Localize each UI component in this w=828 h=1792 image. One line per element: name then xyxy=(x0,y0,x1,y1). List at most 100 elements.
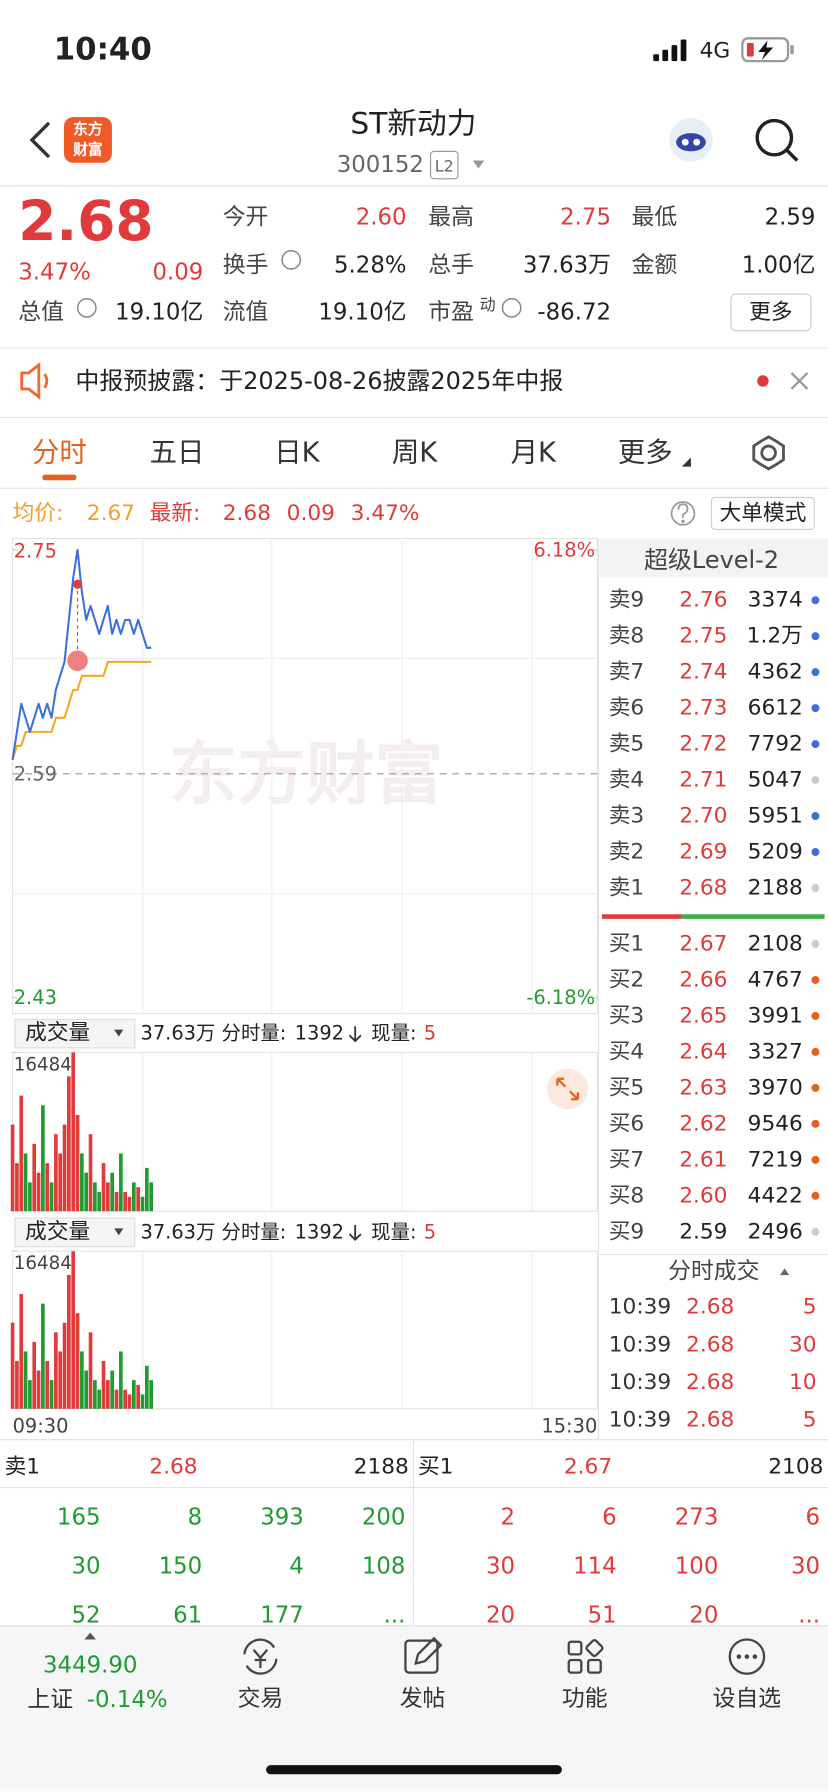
book-price: 2.59 xyxy=(679,1219,727,1244)
nav-item[interactable]: 发帖 xyxy=(400,1686,446,1712)
volume-bar xyxy=(136,1187,141,1212)
trade-volume: 30 xyxy=(789,1332,817,1357)
book-price: 2.62 xyxy=(679,1111,727,1136)
book-price: 2.61 xyxy=(679,1147,727,1172)
book-dot xyxy=(811,1119,820,1128)
index-change[interactable]: -0.14% xyxy=(87,1687,168,1713)
queue-price: 2.67 xyxy=(564,1455,612,1480)
close-button[interactable] xyxy=(790,372,809,390)
function-icon[interactable] xyxy=(567,1638,604,1674)
more-button[interactable] xyxy=(730,293,812,332)
volume-bar xyxy=(58,1351,63,1409)
volume-total: 37.63万 xyxy=(140,1220,215,1243)
book-volume: 7219 xyxy=(748,1147,803,1172)
tab[interactable]: 月K xyxy=(511,437,557,468)
volume-bar xyxy=(54,1332,58,1409)
field-value: 2.60 xyxy=(356,205,407,231)
index-value[interactable]: 3449.90 xyxy=(43,1653,137,1679)
assistant-icon[interactable] xyxy=(669,118,713,162)
field-label: 金额 xyxy=(632,253,678,279)
queue-order: 52 xyxy=(71,1603,100,1629)
book-volume: 5047 xyxy=(748,768,803,793)
volume-bar xyxy=(123,1389,128,1409)
nav-item[interactable]: 功能 xyxy=(562,1686,608,1712)
volume-bar xyxy=(45,1163,50,1212)
book-price: 2.73 xyxy=(679,696,727,721)
trade-time: 10:39 xyxy=(609,1370,671,1395)
book-price: 2.70 xyxy=(679,804,727,829)
volume-bar xyxy=(84,1172,89,1212)
code-dropdown[interactable] xyxy=(472,160,485,169)
badge-box xyxy=(429,150,459,180)
trade-icon[interactable] xyxy=(243,1638,278,1675)
volume-bar xyxy=(93,1380,97,1409)
queue-order: 114 xyxy=(573,1553,617,1579)
field-value: -86.72 xyxy=(537,299,611,325)
watchlist-icon[interactable] xyxy=(728,1638,766,1675)
latest-change: 0.09 xyxy=(287,501,335,526)
volume-selector-label[interactable]: 成交量 xyxy=(25,1219,90,1244)
trades-title[interactable]: 分时成交 xyxy=(668,1259,759,1285)
book-volume: 4767 xyxy=(748,967,803,992)
volume-selector[interactable] xyxy=(14,1018,136,1049)
book-price: 2.72 xyxy=(679,732,727,757)
index-name[interactable]: 上证 xyxy=(27,1687,73,1713)
volume-bar xyxy=(23,1153,28,1212)
tab[interactable]: 日K xyxy=(274,437,320,468)
trade-time: 10:39 xyxy=(609,1295,671,1320)
volume-selector-label[interactable]: 成交量 xyxy=(25,1021,90,1046)
book-price: 2.69 xyxy=(679,840,727,865)
book-price: 2.64 xyxy=(679,1039,727,1064)
volume-bar xyxy=(119,1351,123,1409)
book-price: 2.71 xyxy=(679,768,727,793)
book-price: 2.65 xyxy=(679,1003,727,1028)
book-volume: 4422 xyxy=(748,1183,803,1208)
current-volume-label: 现量: xyxy=(371,1022,416,1045)
volume-bar xyxy=(80,1153,84,1212)
queue-order: 108 xyxy=(362,1553,406,1579)
book-price: 2.60 xyxy=(679,1183,727,1208)
mode-label[interactable]: 大单模式 xyxy=(720,501,807,526)
unread-dot xyxy=(757,375,769,387)
y2-tick-label: 6.18% xyxy=(533,538,595,561)
marker-dot xyxy=(72,579,83,589)
price: 2.68 xyxy=(18,189,153,253)
y2-tick-label: -6.18% xyxy=(526,986,595,1009)
tab[interactable]: 分时 xyxy=(32,437,87,468)
post-icon[interactable] xyxy=(404,1636,443,1674)
volume-bar xyxy=(97,1389,102,1409)
more-label[interactable]: 更多 xyxy=(749,300,792,325)
info-icon[interactable] xyxy=(76,249,522,318)
nav-item[interactable]: 设自选 xyxy=(713,1686,782,1712)
volume-bar xyxy=(132,1380,136,1409)
volume-bar xyxy=(123,1191,128,1212)
search-button[interactable] xyxy=(755,118,799,162)
field-label: 今开 xyxy=(223,205,269,231)
volume-selector[interactable] xyxy=(14,1217,136,1248)
tab[interactable]: 五日 xyxy=(150,437,205,468)
book-dot xyxy=(811,704,820,713)
home-indicator xyxy=(266,1765,562,1775)
queue-order: 200 xyxy=(362,1504,406,1530)
volume-bar xyxy=(28,1380,32,1409)
expand-button[interactable] xyxy=(547,1068,589,1110)
back-button[interactable] xyxy=(29,122,50,158)
nav-item[interactable]: 交易 xyxy=(238,1686,284,1712)
help-icon[interactable] xyxy=(670,501,696,526)
volume-bar xyxy=(149,1380,153,1409)
tab[interactable]: 更多 xyxy=(618,437,673,468)
tab[interactable]: 周K xyxy=(392,437,438,468)
volume-bar xyxy=(10,1124,15,1212)
volume-bar xyxy=(41,1105,45,1212)
notice[interactable]: 中报预披露：于2025-08-26披露2025年中报 xyxy=(75,367,563,395)
settings-button[interactable] xyxy=(752,435,785,471)
book-dot xyxy=(811,1191,820,1200)
minute-volume-label: 分时量: xyxy=(222,1022,287,1045)
index-arrow xyxy=(84,1632,96,1640)
volume-bar xyxy=(49,1182,54,1212)
book-level: 卖3 xyxy=(609,804,644,829)
mode-button[interactable] xyxy=(710,496,815,530)
watermark: 东方财富 xyxy=(169,735,443,815)
book-volume: 5951 xyxy=(748,804,803,829)
